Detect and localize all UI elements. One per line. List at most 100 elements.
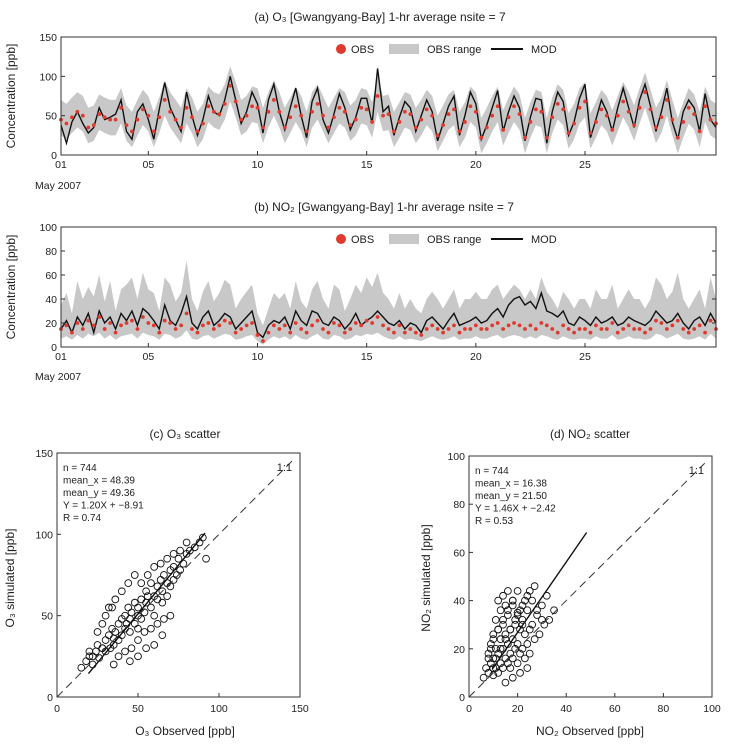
scatter-point [499,620,507,629]
scatter-point [496,606,505,615]
obs-point [561,107,566,112]
obs-point [342,330,347,335]
panel-b-title: (b) NO₂ [Gwangyang-Bay] 1-hr average nsi… [254,200,514,214]
obs-point [544,135,549,140]
scatter-point [528,620,537,629]
obs-point [370,120,375,124]
y-tick-label: 40 [453,596,465,608]
panel-b-plot: 0 20 40 60 80 100 01 05 10 15 20 25 OBS OBS range MOD [39,222,718,363]
scatter-point [511,616,520,624]
obs-point [359,105,364,110]
obs-point [201,121,205,126]
obs-point [140,315,145,319]
obs-point [512,104,516,109]
mod-line [60,290,717,339]
obs-point [495,321,500,325]
obs-point [435,133,440,138]
scatter-point [126,628,134,636]
scatter-point [525,625,534,634]
obs-point [501,327,506,331]
x-tick-label: 20 [470,159,482,171]
obs-point [179,125,183,130]
y-tick-label: 20 [453,644,465,656]
obs-point [75,109,80,114]
scatter-point [494,669,503,677]
x-tick-label: 25 [579,159,591,171]
scatter-point [134,603,142,612]
obs-point [512,321,516,325]
obs-point [588,330,593,335]
scatter-point [499,664,507,672]
scatter-point [134,624,142,633]
obs-point [102,115,107,120]
scatter-point [92,647,100,656]
scatter-point [147,603,155,612]
panel-c-title: (c) O₃ scatter [150,427,221,441]
scatter-point [494,649,503,658]
obs-point [233,99,238,104]
stat-annotation: n = 744 [63,463,97,474]
obs-point [217,323,222,328]
obs-point [162,98,167,102]
obs-point [157,330,162,335]
y-tick-label: 0 [51,150,57,162]
obs-point [659,321,664,325]
scatter-point [504,587,512,595]
scatter-point [174,554,183,563]
obs-point [408,112,413,116]
obs-point [271,98,276,102]
obs-point [184,105,189,110]
obs-point [244,323,249,328]
obs-point [626,323,631,328]
legend-obs-marker [336,234,346,244]
scatter-point [104,631,113,640]
scatter-point [508,673,517,682]
scatter-point [521,596,529,605]
scatter-point [513,659,522,668]
obs-point [484,327,489,331]
obs-point [119,105,123,110]
scatter-point [511,644,520,653]
legend-range-label: OBS range [427,234,481,246]
obs-point [299,113,304,118]
scatter-point [530,582,539,590]
scatter-point [198,533,207,542]
scatter-point [150,563,159,571]
scatter-point [523,664,532,672]
obs-point [348,327,353,331]
obs-point [288,330,293,335]
scatter-point [124,579,133,587]
obs-point [572,121,576,126]
obs-point [626,109,631,114]
obs-point [288,115,293,120]
obs-point [70,115,74,120]
scatter-point [513,611,522,619]
scatter-point [93,641,102,649]
stat-annotation: R = 0.53 [475,516,514,527]
obs-point [206,321,211,325]
obs-point [337,105,342,110]
obs-point [113,117,118,122]
stat-annotation: mean_x = 48.39 [63,476,135,487]
panel-d-ylabel: NO₂ simulated [ppb] [419,524,433,631]
scatter-point [127,608,136,617]
scatter-point [160,615,168,623]
scatter-point [77,663,86,672]
scatter-point [126,657,134,666]
obs-point [146,113,151,118]
obs-point [648,327,653,331]
obs-point [381,113,385,118]
obs-point [479,135,484,140]
obs-point [621,327,626,331]
obs-point [64,323,69,328]
scatter-point [130,598,139,607]
obs-point [664,327,669,331]
x-tick-label: 20 [512,703,524,715]
panel-a-date-label: May 2007 [35,180,81,192]
obs-point [173,117,178,122]
obs-point [364,107,369,112]
obs-point [239,117,244,122]
scatter-point [158,631,167,640]
scatter-point [513,587,522,595]
obs-point [413,125,418,130]
